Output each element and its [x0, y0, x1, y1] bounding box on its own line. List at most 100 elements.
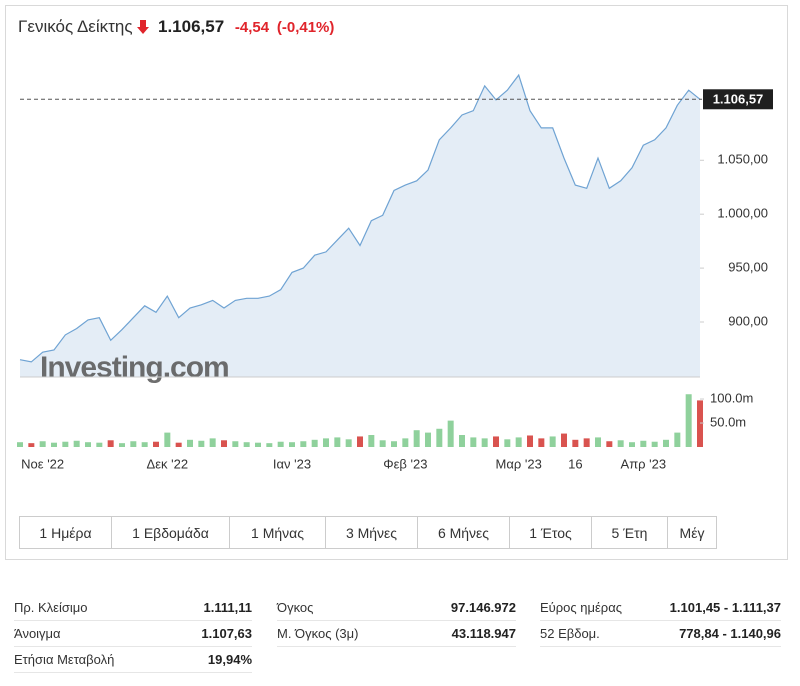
volume-bar — [277, 441, 284, 447]
range-button[interactable]: 6 Μήνες — [418, 517, 510, 548]
y-tick-label: 50.0m — [710, 414, 746, 429]
stats-column: Εύρος ημέρας 1.101,45 - 1.111,37 52 Εβδομ.… — [540, 595, 781, 647]
volume-bar — [538, 438, 545, 447]
range-button[interactable]: 1 Εβδομάδα — [112, 517, 230, 548]
stat-value: 19,94% — [207, 652, 252, 667]
volume-bar — [674, 432, 681, 447]
y-tick-label: 950,00 — [728, 260, 768, 275]
volume-bar — [685, 394, 692, 447]
stats-row: 52 Εβδομ. 778,84 - 1.140,96 — [540, 621, 781, 647]
volume-bar — [345, 439, 352, 447]
stats-row: Άνοιγμα 1.107,63 — [14, 621, 252, 647]
volume-bar — [583, 438, 590, 447]
volume-bar — [515, 437, 522, 447]
volume-bar — [62, 441, 69, 447]
range-selector: 1 Ημέρα 1 Εβδομάδα 1 Μήνας 3 Μήνες 6 Μήνες 1 … — [19, 516, 717, 549]
stat-value: 1.101,45 - 1.111,37 — [669, 600, 781, 615]
volume-bar — [164, 432, 171, 447]
stats-row: Πρ. Κλείσιμο 1.111,11 — [14, 595, 252, 621]
stat-value: 1.111,11 — [203, 600, 252, 615]
volume-bar — [470, 437, 477, 447]
price: 1.106,57 — [158, 17, 225, 36]
stats-column: Όγκος 97.146.972 Μ. Όγκος (3μ) 43.118.947 — [277, 595, 516, 647]
volume-bar — [504, 439, 511, 447]
range-button[interactable]: 5 Έτη — [592, 517, 668, 548]
volume-bar — [141, 442, 148, 447]
volume-bar — [221, 440, 227, 447]
header: Γενικός Δείκτης 1.106,57 -4,54 (-0,41%) — [18, 17, 334, 37]
stats-column: Πρ. Κλείσιμο 1.111,11 Άνοιγμα 1.107,63 Ετήσι… — [14, 595, 252, 673]
volume-bar — [617, 440, 624, 447]
volume-bar — [391, 441, 397, 447]
volume-bar — [334, 437, 341, 447]
volume-bar — [425, 432, 431, 447]
volume-bar — [209, 438, 216, 447]
volume-bar — [51, 442, 57, 447]
volume-bar — [311, 439, 318, 447]
change: -4,54 — [234, 19, 270, 36]
y-tick-label: 900,00 — [728, 313, 768, 328]
stats-row: Εύρος ημέρας 1.101,45 - 1.111,37 — [540, 595, 781, 621]
chart: Investing.com 900,00 950,00 1.000,00 1.050,… — [17, 73, 773, 471]
volume-bar — [368, 435, 375, 447]
watermark: Investing.com — [40, 351, 229, 384]
volume-bar — [697, 400, 703, 447]
stat-value: 97.146.972 — [450, 600, 516, 615]
volume-bar — [663, 439, 669, 447]
volume-bar — [153, 441, 159, 447]
volume-bar — [266, 443, 273, 447]
last-price-label: 1.106,57 — [713, 92, 764, 107]
x-tick-label: Μαρ '23 — [496, 456, 542, 471]
volume-bar — [96, 442, 103, 447]
volume-bar — [187, 439, 193, 447]
volume-bar — [130, 441, 137, 447]
volume-bar — [255, 442, 261, 447]
x-tick-label: Απρ '23 — [621, 456, 667, 471]
volume-bar — [640, 440, 647, 447]
volume-bar — [629, 442, 635, 447]
price-area — [20, 75, 700, 377]
volume-bar — [561, 433, 567, 447]
volume-bar — [289, 442, 295, 447]
price-line — [19, 73, 701, 363]
stat-label: Εύρος ημέρας — [540, 600, 622, 615]
range-button[interactable]: 1 Μήνας — [230, 517, 326, 548]
volume-bar — [175, 442, 182, 447]
x-tick-label: Φεβ '23 — [383, 456, 427, 471]
volume-bar — [17, 442, 23, 447]
stats-row: Όγκος 97.146.972 — [277, 595, 516, 621]
volume-bar — [459, 435, 465, 447]
volume-bar — [606, 441, 613, 447]
volume-bar — [436, 428, 443, 447]
volume-bar — [243, 442, 250, 447]
stat-label: Όγκος — [277, 600, 314, 615]
volume-bar — [481, 438, 488, 447]
x-tick-label: Νοε '22 — [21, 456, 64, 471]
y-tick-label: 100.0m — [710, 390, 753, 405]
stat-label: Άνοιγμα — [14, 626, 61, 641]
title: Γενικός Δείκτης — [18, 17, 133, 36]
range-button[interactable]: 1 Ημέρα — [20, 517, 112, 548]
volume-bar — [119, 443, 125, 447]
volume-bar — [39, 441, 46, 447]
volume-bar — [651, 441, 658, 447]
stat-label: 52 Εβδομ. — [540, 626, 600, 641]
volume-bar — [447, 420, 454, 447]
volume-bar — [73, 440, 80, 447]
range-button[interactable]: 3 Μήνες — [326, 517, 418, 548]
stats-row: Ετήσια Μεταβολή 19,94% — [14, 647, 252, 673]
stat-value: 1.107,63 — [201, 626, 252, 641]
volume-bar — [402, 438, 409, 447]
y-tick-label: 1.050,00 — [717, 152, 768, 167]
volume-bar — [107, 440, 114, 447]
volume-bar — [413, 430, 420, 447]
range-button[interactable]: Μέγ — [679, 524, 705, 541]
volume-bar — [357, 436, 363, 447]
stat-label: Μ. Όγκος (3μ) — [277, 626, 359, 641]
chart-widget — [5, 5, 788, 560]
volume-bar — [572, 439, 579, 447]
range-button[interactable]: 1 Έτος — [510, 517, 592, 548]
stat-label: Πρ. Κλείσιμο — [14, 600, 88, 615]
last-price-box — [703, 89, 773, 110]
